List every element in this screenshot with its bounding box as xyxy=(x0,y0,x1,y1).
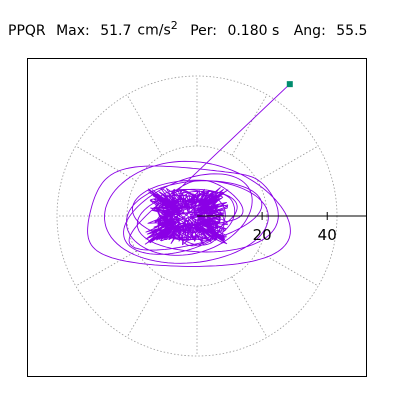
grid-spoke-210 xyxy=(75,250,137,287)
grid-spoke-30 xyxy=(257,145,319,182)
grid-spoke-150 xyxy=(75,145,137,182)
angle-label: Ang: xyxy=(293,22,326,39)
grid-spoke-240 xyxy=(126,276,163,338)
plot-frame xyxy=(27,58,367,377)
grid-spoke-330 xyxy=(257,250,319,287)
radial-tick-label-40: 40 xyxy=(318,226,337,244)
grid-spoke-60 xyxy=(231,94,268,156)
max-unit-exponent: 2 xyxy=(170,19,178,32)
period-label: Per: xyxy=(190,22,217,39)
station-code: PPQR xyxy=(8,22,46,39)
grid-spoke-300 xyxy=(231,276,268,338)
radial-axis: 20 40 xyxy=(197,212,366,244)
max-label: Max: xyxy=(56,22,90,39)
motion-trace-path xyxy=(87,83,291,267)
plot-header: PPQR Max: 51.7 cm/s2 Per: 0.180 s Ang: 55… xyxy=(8,16,373,41)
period-value: 0.180 s xyxy=(227,22,280,39)
grid-spoke-120 xyxy=(126,94,163,156)
end-marker xyxy=(286,81,293,88)
angle-value: 55.5 xyxy=(336,22,368,39)
motion-trace xyxy=(87,83,291,267)
max-value: 51.7 xyxy=(100,22,132,39)
radial-tick-label-20: 20 xyxy=(253,226,272,244)
max-unit: cm/s xyxy=(137,22,171,39)
endpoint-marker xyxy=(286,81,293,88)
